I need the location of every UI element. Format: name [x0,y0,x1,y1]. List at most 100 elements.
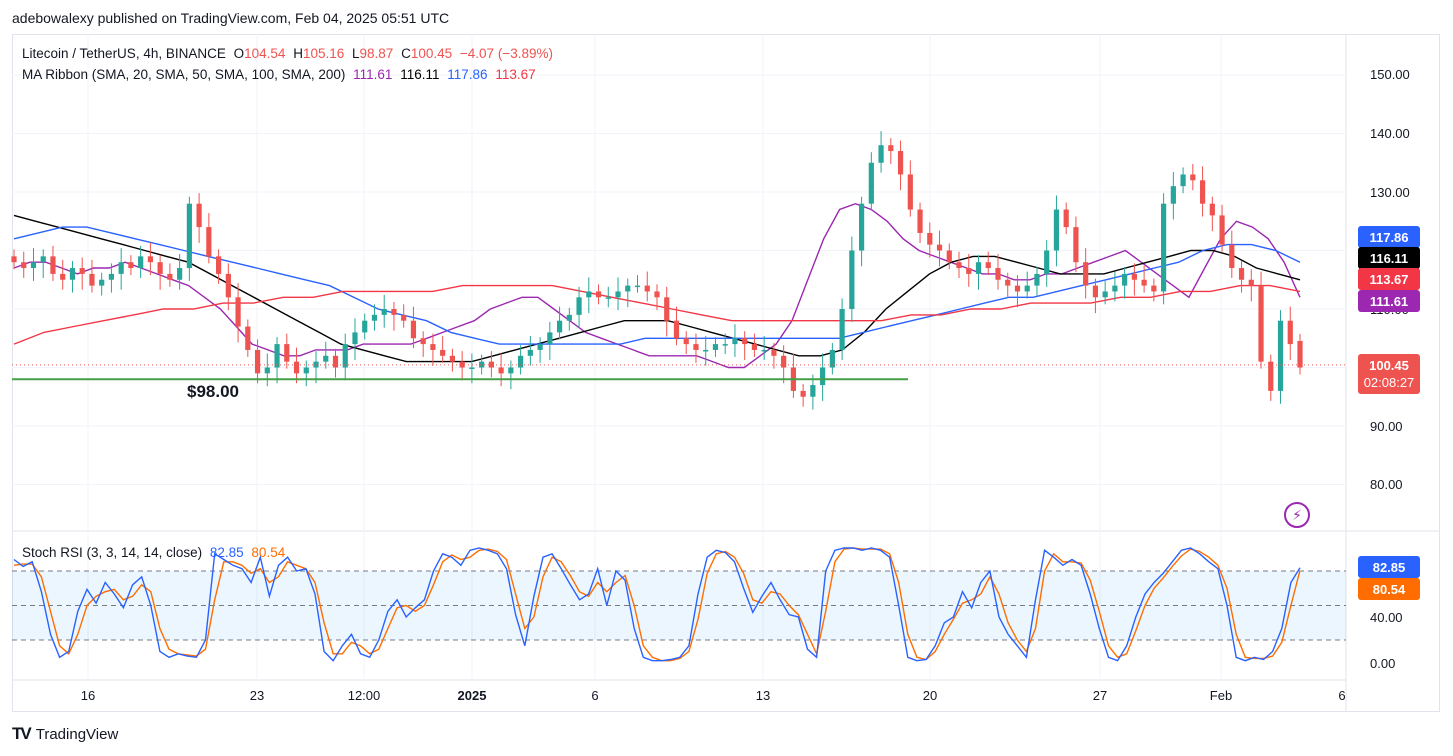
candle-body [11,256,17,263]
candle-body [89,273,95,286]
support-line [12,364,1346,381]
candle-body [118,262,124,274]
candle-body [985,262,991,269]
time-tick: 16 [81,688,95,703]
candle-body [264,367,270,374]
candle-body [644,285,650,292]
candle-body [566,314,572,321]
price-tick: 80.00 [1370,477,1403,492]
high-value: 105.16 [302,46,345,61]
price-tick: 140.00 [1370,126,1410,141]
time-axis: 16 23 12:00 2025 6 13 20 27 Feb 6 [81,688,1346,703]
candle-body [1287,320,1293,345]
candle-body [1190,174,1196,181]
candle-body [488,361,494,368]
candle-body [1277,320,1284,391]
candle-body [946,250,952,263]
candle-body [1170,186,1176,204]
candle-body [878,145,884,163]
time-tick: 12:00 [348,688,381,703]
candle-body [800,390,806,397]
candle-body [391,309,397,315]
price-legend: Litecoin / TetherUS, 4h, BINANCE O104.54… [22,46,557,61]
candle-body [1141,279,1147,286]
candle-body [332,355,339,368]
candle-body [449,355,456,362]
candle-body [829,349,835,368]
candle-body [108,273,115,280]
candle-body [225,273,231,298]
candle-body [323,355,329,362]
ma50-tag: 116.11 [1358,247,1420,269]
candle-body [352,332,358,345]
candle-body [995,268,1001,280]
candle-body [362,320,368,333]
stoch-rsi-lines [13,547,1301,662]
footer-brand[interactable]: TV TradingView [12,724,118,744]
candle-body [907,174,913,210]
candle-body [1229,244,1235,269]
candle-body [79,268,85,274]
candle-body [1034,273,1040,286]
candle-body [547,332,553,345]
price-axis: 150.00 140.00 130.00 110.00 90.00 80.00 [1370,67,1410,492]
candle-body [625,285,631,292]
candle-body [196,203,202,228]
last-price-tag: 100.45 02:08:27 [1358,354,1420,394]
candle-body [576,297,582,315]
low-label: L [352,46,360,61]
candle-body [849,250,855,309]
candle-body [157,262,163,274]
ma-legend: MA Ribbon (SMA, 20, SMA, 50, SMA, 100, S… [22,67,540,82]
candle-body [1180,174,1186,187]
candle-body [518,355,524,368]
candle-body [40,256,46,263]
candle-body [839,309,845,350]
ma-label: MA Ribbon (SMA, 20, SMA, 50, SMA, 100, S… [22,67,346,82]
ma50-value: 116.11 [400,67,440,82]
candle-body [634,285,641,288]
close-label: C [401,46,411,61]
candle-body [732,338,738,345]
time-tick: 23 [250,688,264,703]
ma200-value: 113.67 [495,67,536,82]
rsi-axis: 40.00 0.00 [1370,610,1403,671]
lightning-icon[interactable]: ⚡ [1284,502,1310,528]
candle-body [654,291,660,298]
published-caption: adebowalexy published on TradingView.com… [12,10,450,26]
candle-body [683,338,689,345]
support-label: $98.00 [187,382,239,401]
ma20-value: 111.61 [353,67,393,82]
candle-body [69,268,76,280]
bar-countdown: 02:08:27 [1363,375,1415,390]
candle-body [751,344,758,350]
low-value: 98.87 [359,46,394,61]
candle-body [1258,285,1264,362]
candle-body [664,297,670,321]
rsi-legend: Stoch RSI (3, 3, 14, 14, close) 82.85 80… [22,545,289,560]
candle-body [186,203,192,269]
candle-body [1151,285,1157,292]
candle-body [498,367,504,374]
candle-body [1083,262,1089,286]
candle-body [703,349,709,352]
candle-body [274,344,280,368]
time-tick: Feb [1210,688,1232,703]
price-tick: 150.00 [1370,67,1410,82]
rsi-tick: 40.00 [1370,610,1403,625]
time-tick: 6 [1338,688,1345,703]
candle-body [975,262,982,274]
candle-body [1219,215,1225,245]
candle-body [897,151,904,175]
candle-body [215,256,222,274]
candle-body [781,355,787,368]
candle-body [459,361,465,368]
candle-body [1053,209,1060,251]
candle-body [254,349,261,374]
brand-name: TradingView [35,725,119,743]
candle-body [50,256,56,274]
candle-body [1102,291,1108,298]
stoch-rsi-band [12,570,1346,641]
candle-body [245,326,251,350]
